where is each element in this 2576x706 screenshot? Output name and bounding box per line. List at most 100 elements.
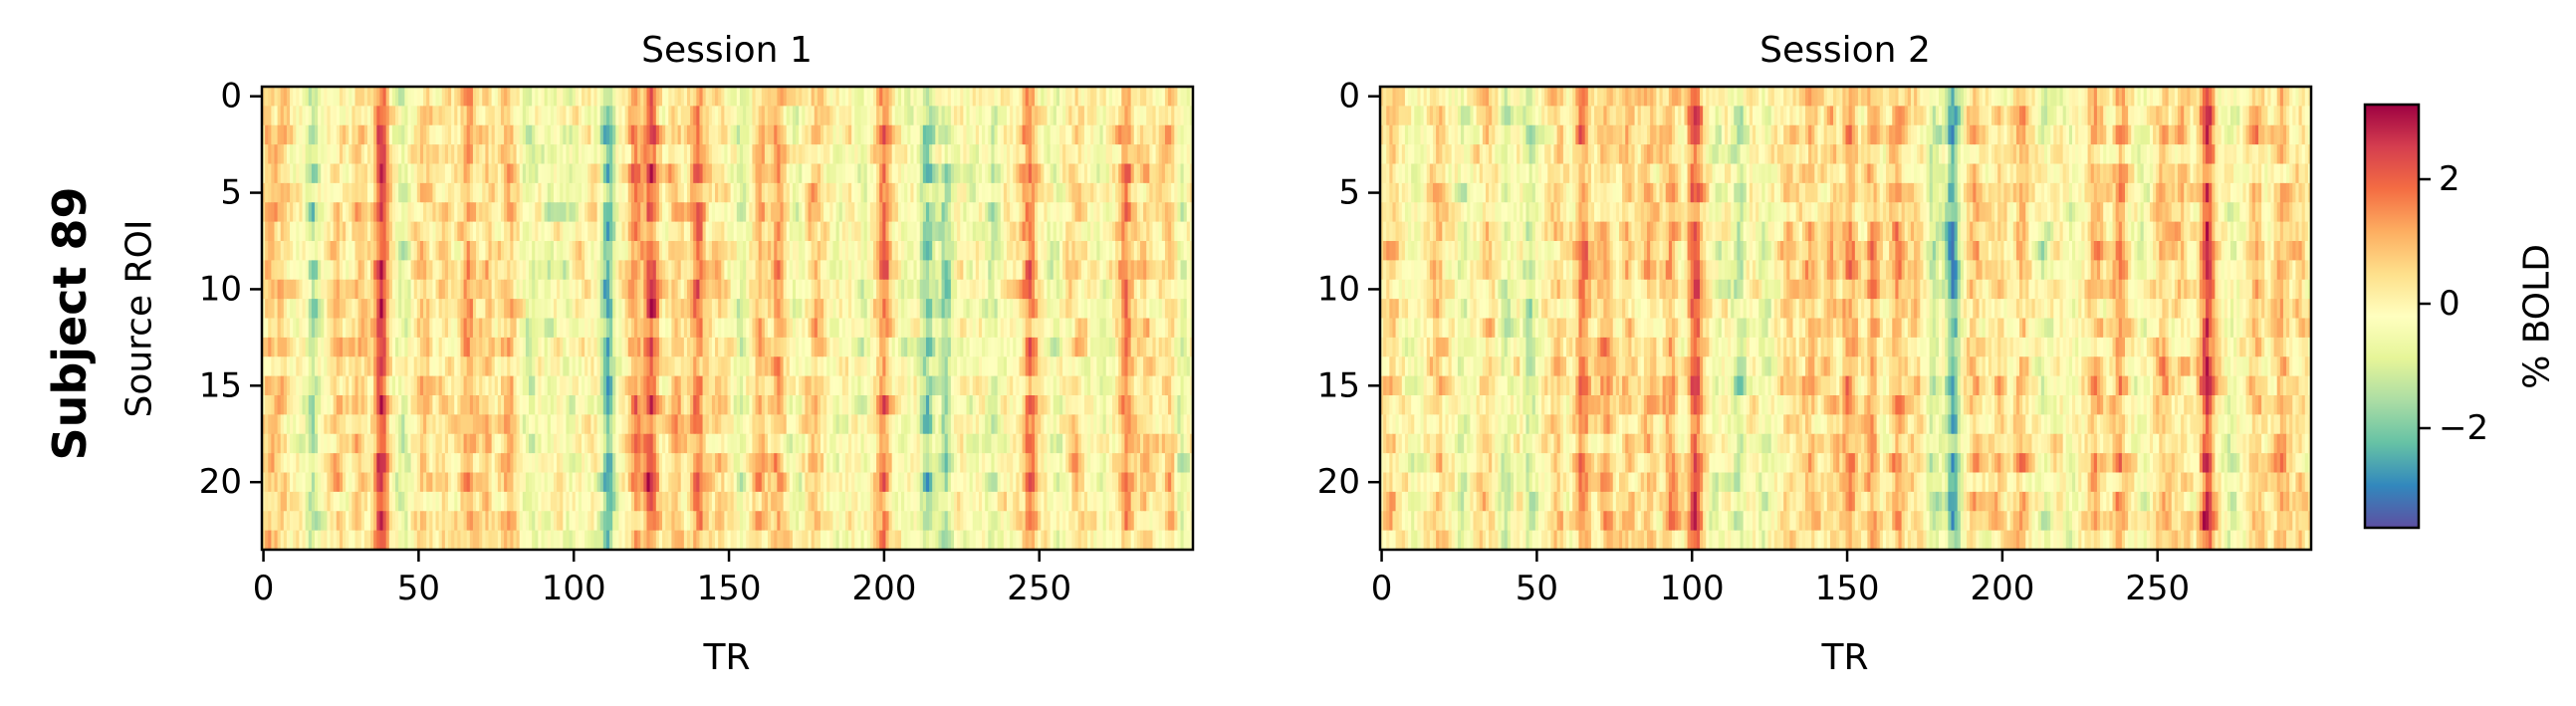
heatmap-cell xyxy=(817,144,821,165)
heatmap-cell xyxy=(733,221,738,242)
heatmap-cell xyxy=(321,241,325,261)
heatmap-cell xyxy=(293,241,297,261)
heatmap-cell xyxy=(1099,124,1104,145)
heatmap-cell xyxy=(786,124,791,145)
heatmap-cell xyxy=(658,221,663,242)
heatmap-cell xyxy=(808,221,813,242)
heatmap-cell xyxy=(333,163,338,184)
heatmap-cell xyxy=(1007,144,1011,165)
heatmap-cell xyxy=(541,106,546,126)
heatmap-cell xyxy=(541,182,546,203)
heatmap-cell xyxy=(360,241,365,261)
heatmap-cell xyxy=(885,241,890,261)
heatmap-cell xyxy=(485,106,490,126)
heatmap-cell xyxy=(504,106,508,126)
heatmap-cell xyxy=(718,124,722,145)
heatmap-cell xyxy=(413,106,418,126)
heatmap-cell xyxy=(724,87,729,107)
heatmap-cell xyxy=(1019,144,1024,165)
heatmap-cell xyxy=(733,202,738,223)
heatmap-cell xyxy=(1090,144,1094,165)
heatmap-cell xyxy=(599,87,604,107)
heatmap-cell xyxy=(1080,182,1085,203)
heatmap-cell xyxy=(851,144,855,165)
heatmap-cell xyxy=(435,202,440,223)
heatmap-cell xyxy=(891,106,896,126)
heatmap-cell xyxy=(708,106,713,126)
heatmap-cell xyxy=(662,202,666,223)
heatmap-cell xyxy=(885,87,890,107)
heatmap-cell xyxy=(416,124,421,145)
heatmap-cell xyxy=(941,202,946,223)
heatmap-cell xyxy=(869,221,874,242)
heatmap-cell xyxy=(966,241,971,261)
heatmap-cell xyxy=(1028,221,1033,242)
heatmap-cell xyxy=(872,182,877,203)
heatmap-cell xyxy=(1062,106,1066,126)
heatmap-cell xyxy=(646,221,651,242)
heatmap-cell xyxy=(538,182,543,203)
heatmap-cell xyxy=(339,106,344,126)
heatmap-cell xyxy=(497,182,502,203)
heatmap-cell xyxy=(1130,202,1135,223)
heatmap-cell xyxy=(1019,241,1024,261)
heatmap-cell xyxy=(938,87,943,107)
heatmap-cell xyxy=(1133,182,1138,203)
heatmap-cell xyxy=(277,163,282,184)
heatmap-cell xyxy=(388,202,393,223)
heatmap-cell xyxy=(507,144,511,165)
heatmap-cell xyxy=(305,182,310,203)
heatmap-cell xyxy=(746,144,750,165)
heatmap-cell xyxy=(432,144,437,165)
heatmap-cell xyxy=(327,221,332,242)
heatmap-cell xyxy=(274,163,279,184)
heatmap-cell xyxy=(1146,87,1150,107)
heatmap-cell xyxy=(599,124,604,145)
heatmap-cell xyxy=(339,87,344,107)
heatmap-cell xyxy=(553,182,558,203)
heatmap-cell xyxy=(382,106,387,126)
heatmap-cell xyxy=(1022,87,1027,107)
heatmap-cell xyxy=(572,241,577,261)
heatmap-cell xyxy=(882,202,887,223)
heatmap-cell xyxy=(1047,144,1052,165)
heatmap-cell xyxy=(997,221,1002,242)
heatmap-cell xyxy=(640,106,644,126)
heatmap-cell xyxy=(385,260,390,281)
heatmap-cell xyxy=(404,163,409,184)
heatmap-cell xyxy=(327,260,332,281)
heatmap-cell xyxy=(541,241,546,261)
heatmap-cell xyxy=(764,87,769,107)
heatmap-cell xyxy=(379,221,384,242)
heatmap-cell xyxy=(327,124,332,145)
heatmap-cell xyxy=(538,260,543,281)
heatmap-cell xyxy=(777,202,782,223)
heatmap-cell xyxy=(268,260,272,281)
heatmap-cell xyxy=(373,202,377,223)
heatmap-cell xyxy=(500,106,505,126)
heatmap-cell xyxy=(469,124,474,145)
heatmap-cell xyxy=(609,202,613,223)
heatmap-cell xyxy=(1115,182,1119,203)
heatmap-cell xyxy=(913,163,918,184)
heatmap-cell xyxy=(814,202,819,223)
heatmap-cell xyxy=(262,144,266,165)
heatmap-cell xyxy=(419,144,424,165)
heatmap-cell xyxy=(869,202,874,223)
heatmap-cell xyxy=(954,106,958,126)
heatmap-cell xyxy=(612,241,616,261)
heatmap-cell xyxy=(1087,87,1091,107)
heatmap-cell xyxy=(938,144,943,165)
heatmap-cell xyxy=(1077,182,1082,203)
heatmap-cell xyxy=(538,221,543,242)
heatmap-cell xyxy=(835,106,840,126)
heatmap-cell xyxy=(857,87,862,107)
heatmap-cell xyxy=(318,106,322,126)
heatmap-cell xyxy=(398,182,402,203)
heatmap-cell xyxy=(1136,202,1141,223)
heatmap-cell xyxy=(929,202,933,223)
heatmap-cell xyxy=(799,87,803,107)
heatmap-cell xyxy=(637,124,641,145)
heatmap-cell xyxy=(472,87,477,107)
heatmap-cell xyxy=(510,144,515,165)
